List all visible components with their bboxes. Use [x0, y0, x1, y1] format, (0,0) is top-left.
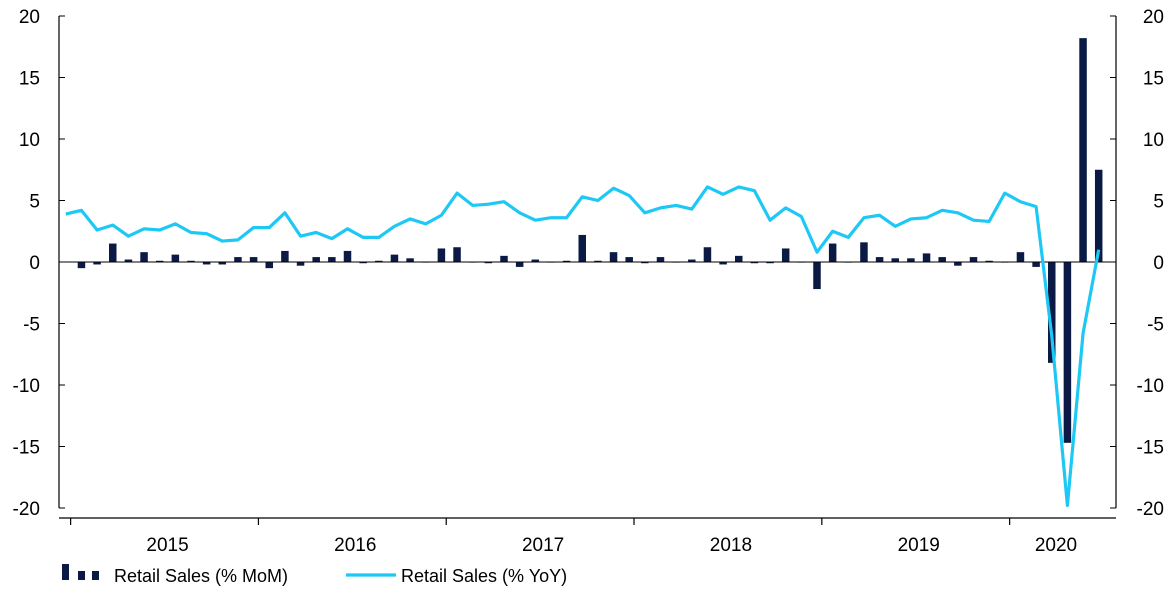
mom-bar: [907, 258, 915, 262]
mom-bar: [155, 260, 164, 262]
mom-bar: [1079, 38, 1087, 262]
mom-bar: [641, 262, 649, 264]
legend: Retail Sales (% MoM) Retail Sales (% YoY): [62, 564, 567, 586]
mom-bar: [109, 243, 117, 262]
right-axis-ticks: 20 15 10 5 0 -5 -10 -15 -20: [1110, 7, 1164, 520]
right-tick-label: 15: [1143, 69, 1164, 90]
mom-bar: [781, 248, 790, 262]
right-tick-label: -10: [1137, 376, 1164, 397]
right-tick-label: 10: [1143, 130, 1164, 151]
year-label: 2018: [710, 535, 752, 556]
mom-bar: [1016, 252, 1025, 262]
legend-bar-swatch: [78, 571, 85, 580]
mom-bar: [500, 255, 508, 262]
left-tick-label: -20: [13, 499, 40, 520]
mom-bar: [202, 262, 211, 265]
mom-bar: [766, 262, 774, 264]
mom-bar: [249, 257, 258, 262]
right-tick-label: -20: [1137, 499, 1164, 520]
mom-bar: [703, 247, 712, 262]
left-tick-label: 0: [29, 253, 40, 274]
mom-bar: [860, 242, 868, 262]
right-tick-label: 0: [1153, 253, 1164, 274]
mom-bar: [813, 262, 821, 290]
mom-bar: [828, 243, 837, 262]
legend-bar-swatch: [92, 571, 99, 580]
left-tick-label: 15: [19, 69, 40, 90]
year-label: 2017: [522, 535, 564, 556]
legend-label-mom: Retail Sales (% MoM): [114, 566, 288, 586]
mom-bar: [234, 257, 242, 262]
mom-bar: [140, 252, 148, 262]
mom-bar: [93, 262, 101, 265]
mom-bar: [375, 260, 383, 262]
legend-bar-swatch: [62, 564, 69, 580]
mom-bar: [875, 257, 884, 262]
mom-bar: [922, 253, 931, 262]
mom-bar: [390, 254, 399, 262]
mom-bar: [688, 259, 696, 262]
left-tick-label: -5: [23, 315, 40, 336]
mom-bar: [312, 257, 320, 262]
left-axis-ticks: 20 15 10 5 0 -5 -10 -15 -20: [13, 7, 65, 520]
mom-bar: [328, 257, 336, 262]
axes-group: [58, 16, 1117, 519]
mom-bar: [985, 260, 993, 262]
mom-bar: [187, 260, 195, 262]
right-tick-label: 20: [1143, 7, 1164, 28]
legend-label-yoy: Retail Sales (% YoY): [401, 566, 567, 586]
year-label: 2019: [898, 535, 940, 556]
right-tick-label: -5: [1147, 315, 1164, 336]
right-tick-label: -15: [1137, 438, 1164, 459]
yoy-line: [65, 185, 1101, 508]
mom-bar: [296, 262, 305, 266]
mom-bar: [437, 248, 446, 262]
mom-bar: [1063, 262, 1072, 443]
left-tick-label: -10: [13, 376, 40, 397]
mom-bar: [609, 252, 618, 262]
left-tick-label: 10: [19, 130, 40, 151]
mom-bar: [265, 262, 273, 269]
mom-bar: [343, 250, 352, 262]
mom-bar: [938, 257, 946, 262]
mom-bar: [484, 262, 493, 264]
mom-bar: [891, 258, 899, 262]
mom-bar: [77, 262, 86, 269]
mom-bar: [625, 257, 633, 262]
line-series-group: [65, 185, 1101, 508]
mom-bar: [281, 250, 289, 262]
mom-bar: [735, 255, 743, 262]
mom-bar: [656, 257, 665, 262]
mom-bar: [171, 254, 180, 262]
mom-bar: [969, 257, 978, 262]
mom-bar: [124, 259, 133, 262]
mom-bar: [1094, 169, 1103, 262]
mom-bar: [719, 262, 727, 265]
mom-bar: [531, 259, 540, 262]
mom-bar: [515, 262, 524, 267]
left-tick-label: 20: [19, 7, 40, 28]
mom-bar: [359, 262, 367, 264]
mom-bar: [578, 234, 586, 262]
mom-bar: [1048, 262, 1056, 363]
mom-bar: [750, 262, 759, 264]
mom-bar: [453, 247, 461, 262]
x-axis-ticks: 2015 2016 2017 2018 2019 2020: [70, 518, 1077, 556]
left-tick-label: 5: [29, 192, 40, 213]
right-tick-label: 5: [1153, 192, 1164, 213]
mom-bar: [218, 262, 227, 265]
year-label: 2016: [334, 535, 376, 556]
mom-bar: [562, 260, 571, 262]
bars-group: [77, 38, 1103, 443]
mom-bar: [1032, 262, 1040, 267]
mom-bar: [954, 262, 962, 266]
mom-bar: [406, 258, 414, 262]
year-label: 2015: [146, 535, 188, 556]
left-tick-label: -15: [13, 438, 40, 459]
year-label: 2020: [1035, 535, 1077, 556]
mom-bar: [594, 260, 602, 262]
